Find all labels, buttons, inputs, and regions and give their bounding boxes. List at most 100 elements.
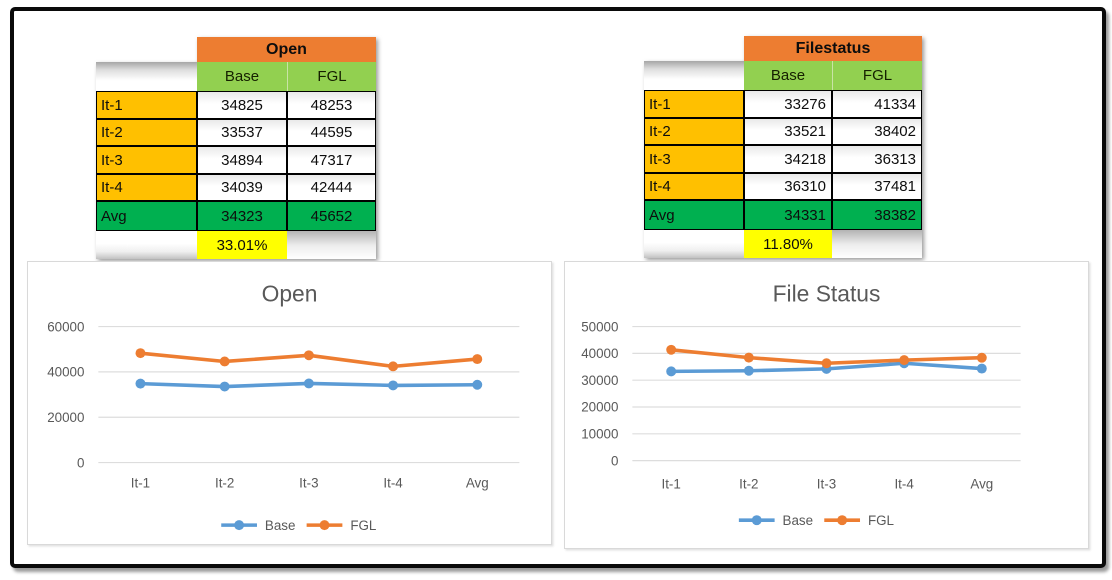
bottom-left-shadow-cell — [644, 230, 744, 258]
legend-marker-base — [751, 515, 762, 526]
cell-base: 33521 — [744, 118, 832, 145]
row-label: It-4 — [96, 174, 197, 201]
report-frame: Open Base FGL It-1 34825 48253 It-2 33537 44595 I… — [10, 7, 1106, 568]
chart-title: File Status — [773, 281, 881, 307]
bottom-right-shadow-cell — [287, 231, 376, 259]
col-header-base: Base — [744, 61, 832, 90]
corner-spacer — [644, 36, 744, 61]
legend-label-fgl: FGL — [868, 513, 894, 528]
data-marker-fgl — [821, 358, 832, 369]
avg-cell-base: 34323 — [197, 201, 287, 231]
x-category-label: It-2 — [739, 476, 758, 491]
cell-fgl: 36313 — [832, 145, 922, 173]
bottom-right-shadow-cell — [832, 230, 922, 258]
data-marker-fgl — [472, 354, 483, 365]
bottom-left-shadow-cell — [96, 231, 197, 259]
x-category-label: It-3 — [299, 475, 318, 490]
y-tick-label: 0 — [611, 453, 618, 468]
row-label: It-1 — [96, 91, 197, 119]
x-category-label: It-3 — [817, 476, 836, 491]
cell-base: 34218 — [744, 145, 832, 173]
data-marker-base — [472, 379, 483, 390]
data-marker-base — [135, 378, 146, 389]
cell-base: 33537 — [197, 119, 287, 146]
avg-cell-fgl: 38382 — [832, 200, 922, 230]
x-category-label: It-4 — [894, 476, 914, 491]
cell-fgl: 48253 — [287, 91, 376, 119]
data-marker-fgl — [899, 355, 910, 366]
legend-label-base: Base — [265, 518, 296, 533]
chart-canvas: Open 0 20000 40000 60000 It-1 It-2 It-3 It-4 Avg B… — [47, 281, 520, 533]
avg-row-label: Avg — [644, 200, 744, 230]
legend-marker-fgl — [837, 515, 848, 526]
y-tick-label: 50000 — [581, 319, 618, 334]
y-tick-label: 30000 — [581, 373, 618, 388]
y-tick-label: 20000 — [47, 410, 84, 425]
y-tick-label: 40000 — [581, 346, 618, 361]
data-marker-fgl — [743, 352, 754, 363]
x-category-label: Avg — [466, 475, 489, 490]
x-category-label: Avg — [970, 476, 993, 491]
data-marker-base — [976, 363, 987, 374]
avg-row-label: Avg — [96, 201, 197, 231]
percent-cell: 11.80% — [744, 230, 832, 258]
avg-cell-base: 34331 — [744, 200, 832, 230]
row-label: It-1 — [644, 90, 744, 118]
table-title: Open — [197, 37, 376, 62]
col-header-base: Base — [197, 62, 287, 91]
percent-cell: 33.01% — [197, 231, 287, 259]
corner-spacer — [96, 37, 197, 62]
data-marker-fgl — [219, 356, 230, 367]
cell-fgl: 38402 — [832, 118, 922, 145]
data-marker-base — [303, 378, 314, 389]
y-tick-label: 60000 — [47, 319, 84, 334]
row-label: It-3 — [96, 146, 197, 174]
chart-open: Open 0 20000 40000 60000 It-1 It-2 It-3 It-4 Avg B… — [27, 261, 552, 545]
y-tick-label: 0 — [77, 455, 84, 470]
table-open: Open Base FGL It-1 34825 48253 It-2 33537 44595 I… — [96, 37, 376, 259]
avg-cell-fgl: 45652 — [287, 201, 376, 231]
x-category-label: It-1 — [662, 476, 681, 491]
x-category-label: It-1 — [131, 475, 150, 490]
data-marker-fgl — [135, 348, 146, 359]
data-marker-fgl — [976, 352, 987, 363]
cell-base: 34039 — [197, 174, 287, 201]
row-label: It-4 — [644, 173, 744, 200]
cell-fgl: 44595 — [287, 119, 376, 146]
legend-marker-fgl — [319, 520, 330, 531]
cell-base: 36310 — [744, 173, 832, 200]
row-label: It-2 — [96, 119, 197, 146]
cell-fgl: 42444 — [287, 174, 376, 201]
y-tick-label: 20000 — [581, 400, 618, 415]
label-column-shadow-cell — [644, 61, 744, 90]
data-marker-base — [388, 380, 399, 391]
label-column-shadow-cell — [96, 62, 197, 91]
data-marker-fgl — [666, 344, 677, 355]
cell-base: 34825 — [197, 91, 287, 119]
cell-base: 33276 — [744, 90, 832, 118]
legend-marker-base — [234, 520, 245, 531]
cell-fgl: 41334 — [832, 90, 922, 118]
legend-label-fgl: FGL — [350, 518, 376, 533]
y-tick-label: 40000 — [47, 365, 84, 380]
table-filestatus: Filestatus Base FGL It-1 33276 41334 It-2 33521… — [644, 36, 922, 258]
x-category-label: It-2 — [215, 475, 234, 490]
col-header-fgl: FGL — [287, 62, 376, 91]
data-marker-base — [743, 365, 754, 376]
chart-canvas: File Status 0 10000 20000 30000 40000 50000 It-… — [581, 281, 1021, 528]
cell-fgl: 47317 — [287, 146, 376, 174]
chart-title: Open — [262, 281, 318, 307]
data-marker-fgl — [388, 361, 399, 372]
table-title: Filestatus — [744, 36, 922, 61]
data-marker-base — [219, 381, 230, 392]
cell-base: 34894 — [197, 146, 287, 174]
data-marker-base — [666, 366, 677, 377]
legend-label-base: Base — [783, 513, 814, 528]
y-tick-label: 10000 — [581, 427, 618, 442]
x-category-label: It-4 — [383, 475, 403, 490]
col-header-fgl: FGL — [832, 61, 922, 90]
data-marker-fgl — [303, 350, 314, 361]
chart-file-status: File Status 0 10000 20000 30000 40000 50000 It-… — [564, 261, 1089, 549]
row-label: It-2 — [644, 118, 744, 145]
